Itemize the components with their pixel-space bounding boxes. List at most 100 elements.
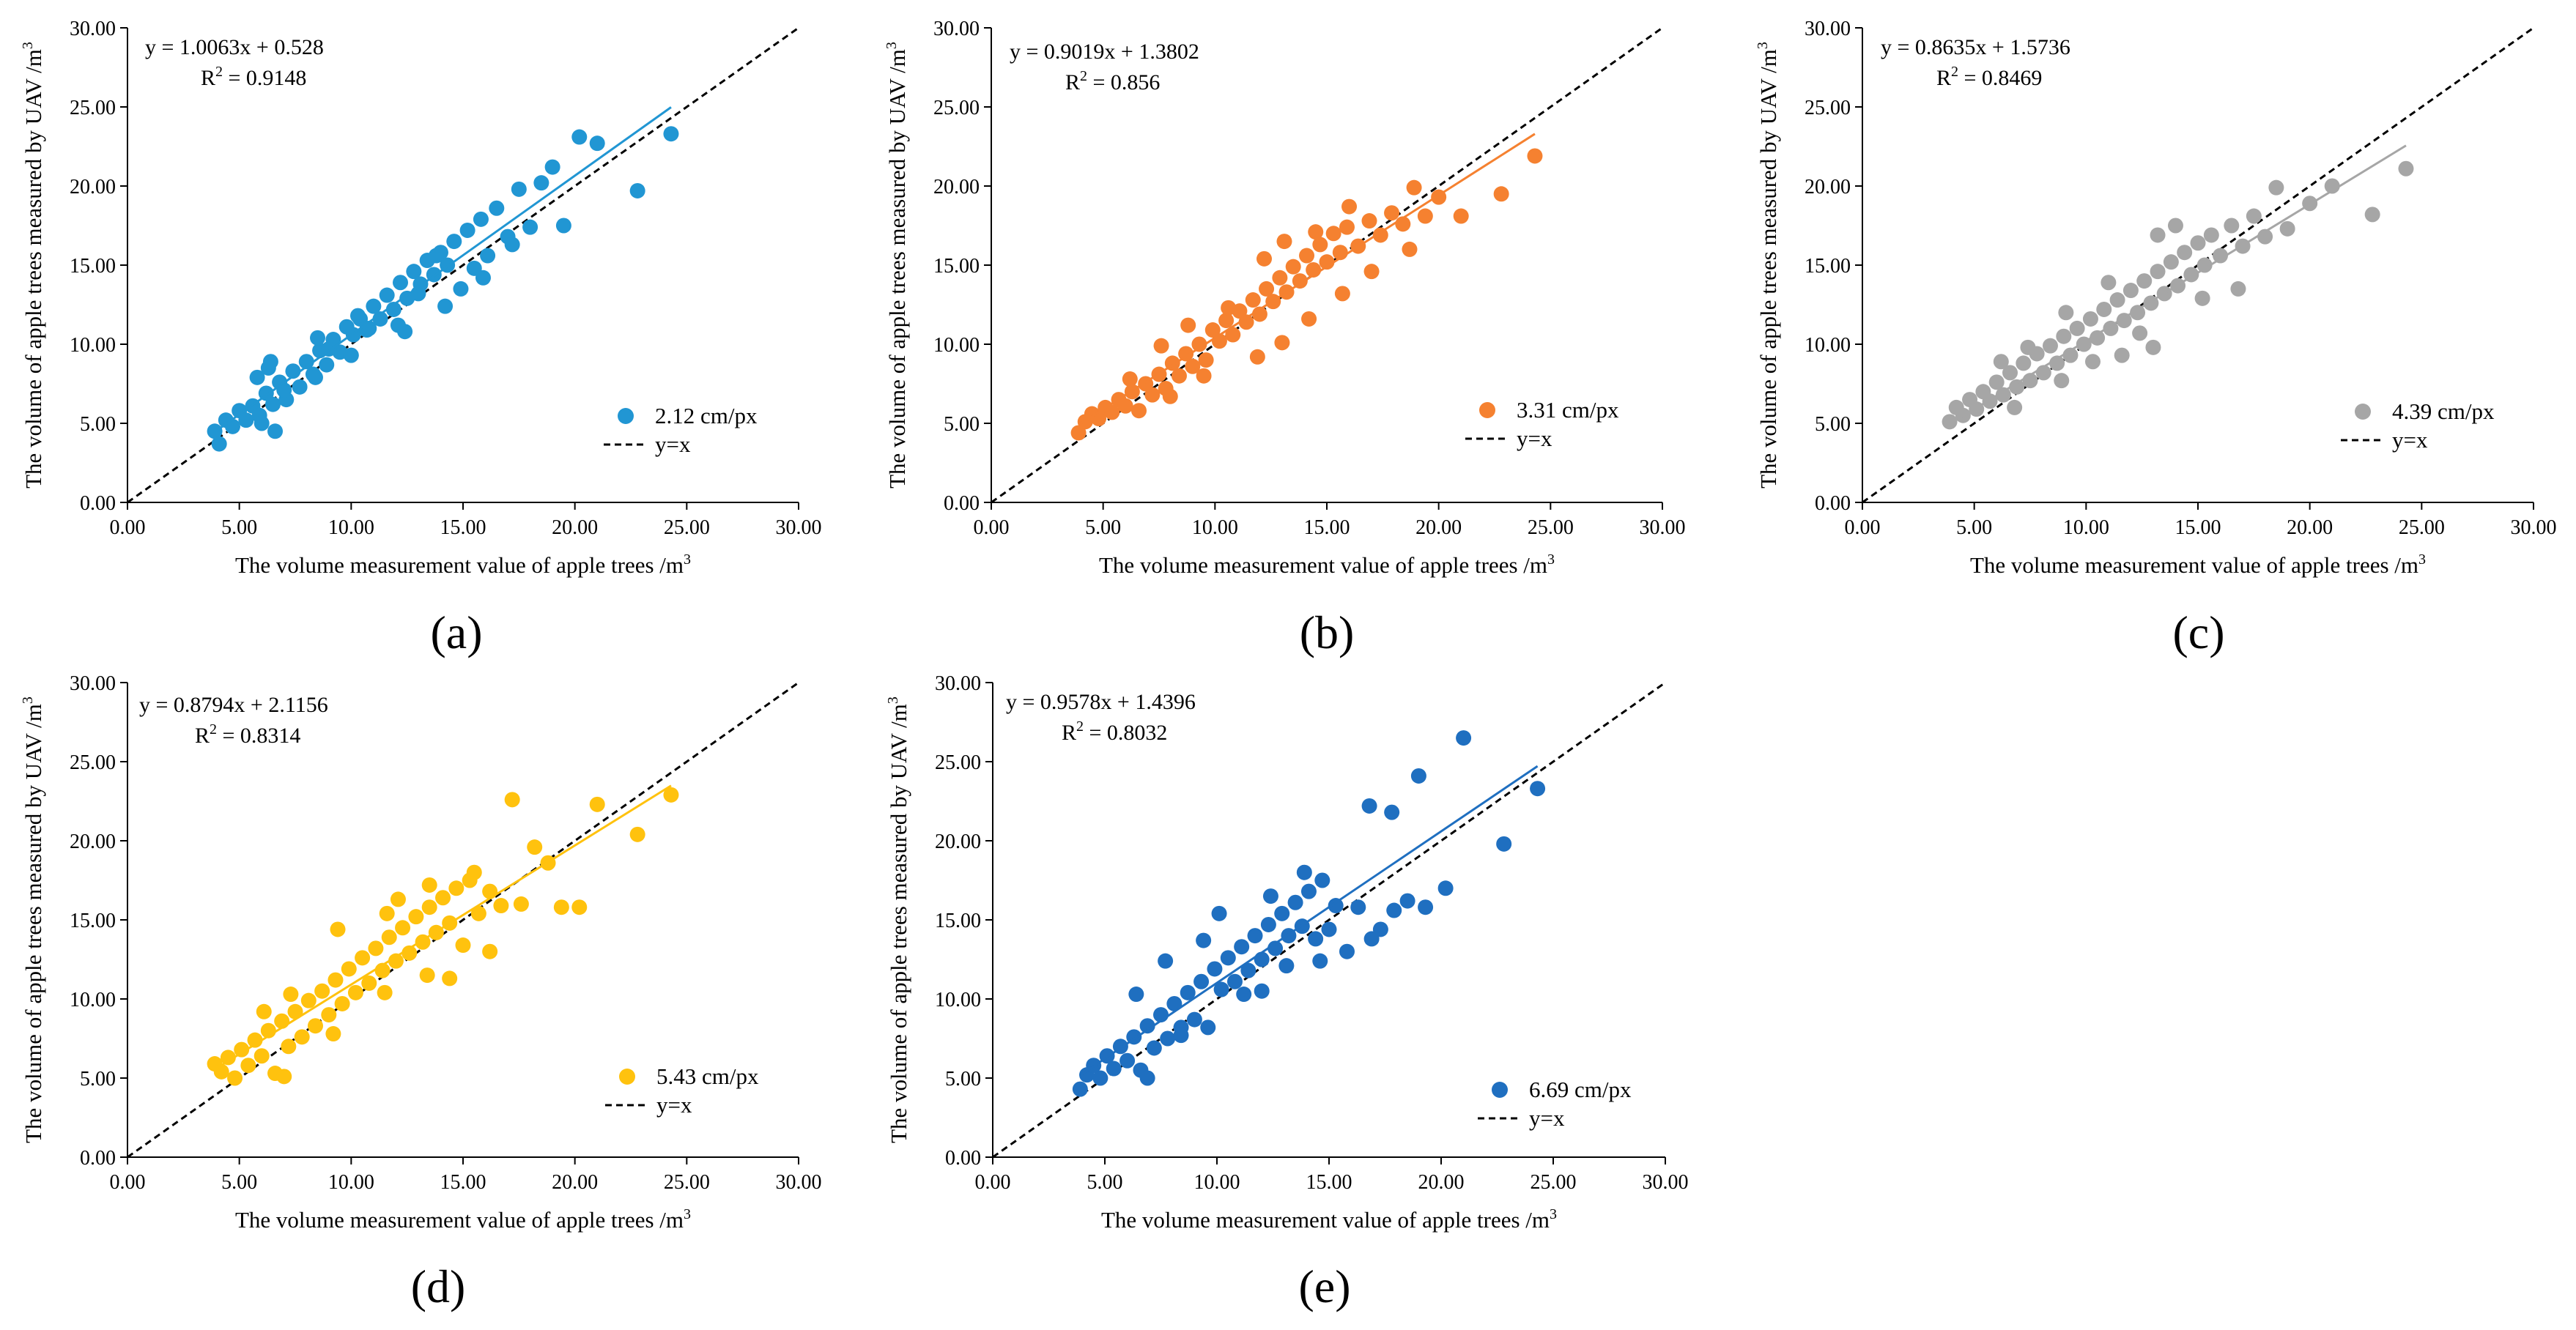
panel-label: (e) [1298,1260,1350,1312]
legend: 2.12 cm/px y=x [604,403,758,457]
data-point [2109,292,2125,308]
data-point [589,796,605,812]
y-axis-title: The volume of apple trees measured by UA… [1755,42,1781,488]
data-point [1173,1028,1189,1044]
data-point [347,984,363,1000]
data-point [1254,983,1270,999]
regression-line [1078,133,1536,426]
value-text: = 0.8314 [217,724,300,748]
legend-identity-label: y=x [2392,427,2428,453]
x-tick-label: 10.00 [328,1171,374,1194]
data-point [493,898,509,914]
data-point [314,983,330,999]
data-point [2177,245,2193,261]
regression-line [214,106,672,434]
data-point [1070,425,1087,441]
legend: 6.69 cm/px y=x [1478,1077,1632,1131]
data-point [589,135,605,152]
data-point [2096,301,2112,317]
data-point [2145,339,2161,355]
y-tick-label: 20.00 [70,831,116,853]
y-tick-label: 30.00 [933,18,980,40]
data-point [1339,943,1355,959]
r-squared: R2 = 0.8032 [1062,718,1167,745]
data-point [267,423,284,439]
data-point [553,899,569,915]
data-point [1276,234,1292,250]
x-tick-label: 15.00 [1306,1171,1352,1194]
data-point [300,992,317,1008]
y-tick-label: 15.00 [933,255,980,278]
legend-label: 3.31 cm/px [1517,397,1619,423]
y-tick-label: 30.00 [70,672,116,695]
x-tick-label: 15.00 [1304,516,1350,539]
data-point [256,1003,272,1019]
data-point [2130,305,2146,321]
data-point [446,234,462,250]
data-point [1186,1011,1202,1028]
x-tick-label: 20.00 [552,516,598,539]
regression-line [1949,144,2407,426]
data-point [421,877,437,893]
legend-marker [1479,402,1495,418]
y-tick-label: 5.00 [945,1068,981,1091]
data-point [2054,373,2070,389]
x-tick-label: 5.00 [1087,1171,1123,1194]
data-point [480,248,496,264]
data-point [1117,398,1133,414]
r-squared-exponent: 2 [1076,718,1084,735]
data-point [2132,325,2148,341]
legend-identity-label: y=x [1529,1105,1565,1131]
data-point [1361,213,1377,229]
x-tick-label: 5.00 [1085,516,1121,539]
legend-label: 6.69 cm/px [1529,1077,1632,1102]
legend-marker [618,408,634,424]
data-point [281,1039,297,1055]
y-axis-title: The volume of apple trees measured by UA… [20,42,46,488]
unit-superscript: 3 [884,42,900,49]
legend-identity-label: y=x [655,431,691,457]
data-point [2056,328,2072,344]
data-point [1418,899,1434,915]
data-point [325,1026,341,1042]
r-squared-exponent: 2 [1080,68,1087,84]
data-point [319,357,335,373]
data-point [1191,336,1207,352]
data-point [238,412,254,428]
data-point [1128,987,1144,1003]
data-point [408,909,424,925]
y-tick-label: 0.00 [80,492,116,515]
y-tick-label: 0.00 [945,1147,981,1170]
legend: 3.31 cm/px y=x [1465,397,1619,451]
r-squared: R2 = 0.9148 [201,64,306,90]
data-point [1299,248,1315,264]
data-point [1211,905,1227,921]
data-point [2190,235,2206,251]
data-point [2224,218,2240,234]
data-point [247,1032,263,1048]
data-point [2324,178,2340,194]
data-point [1218,313,1235,329]
x-tick-label: 15.00 [440,1171,486,1194]
data-point [1119,1052,1136,1069]
data-point [1178,346,1194,362]
value-text: = 0.8032 [1084,721,1167,745]
y-tick-label: 5.00 [944,413,980,436]
panel-label: (c) [2172,606,2224,658]
data-point [435,890,451,906]
x-axis-title: The volume measurement value of apple tr… [235,551,691,578]
data-point [2116,313,2132,329]
data-point [1274,905,1290,921]
data-point [1249,349,1265,365]
data-point [2016,355,2032,371]
x-tick-label: 5.00 [221,516,257,539]
data-point [225,418,241,434]
value-text: The volume of apple trees measured by UA… [21,49,46,488]
data-point [1274,335,1290,351]
regression-equation: y = 1.0063x + 0.528 [145,35,324,59]
data-point [1325,226,1341,242]
r-squared: R2 = 0.8469 [1936,64,2042,90]
data-point [2069,320,2085,336]
data-point [1106,1060,1122,1077]
data-point [522,219,538,235]
